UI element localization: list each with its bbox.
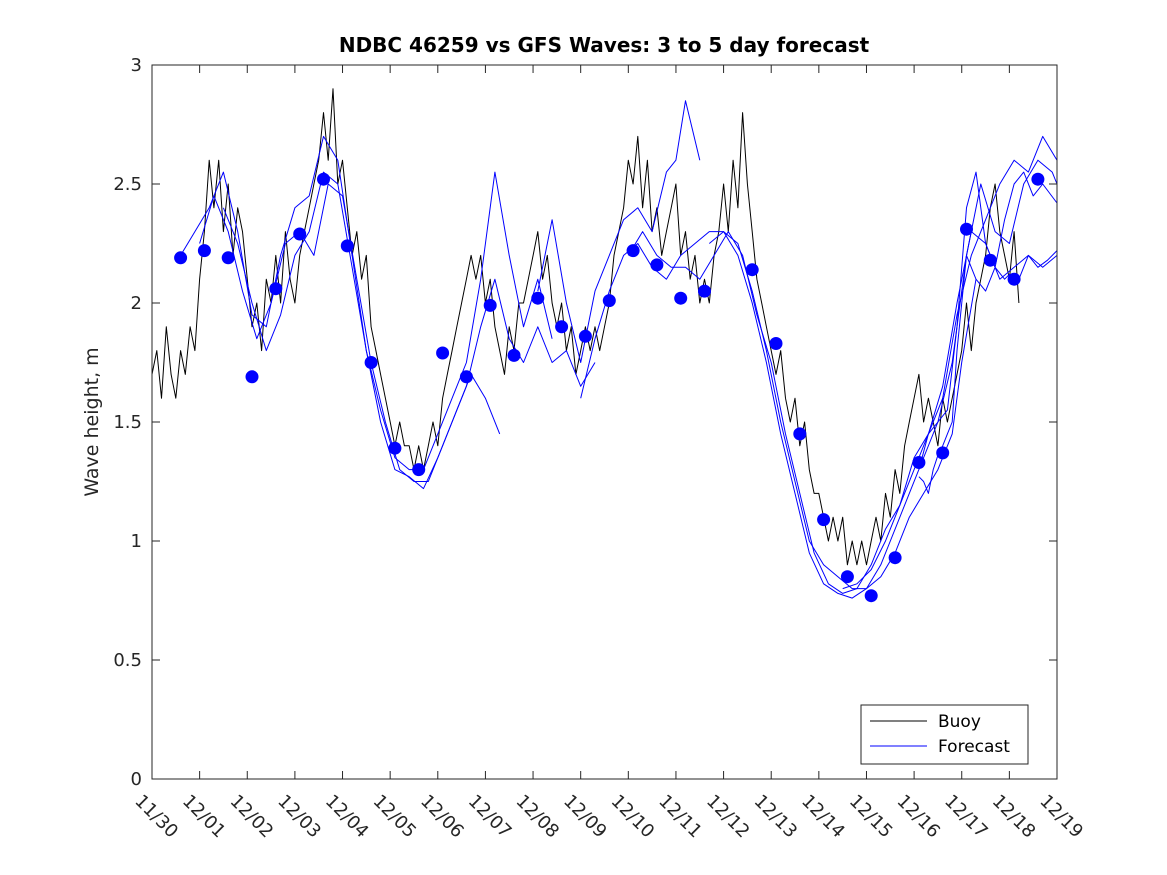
x-tick-label: 12/17 (940, 791, 992, 843)
y-axis-label: Wave height, m (81, 347, 103, 496)
forecast-line-10 (918, 250, 1058, 494)
forecast-marker (912, 456, 926, 469)
forecast-marker (698, 284, 711, 298)
y-axis-ticks: 0 0.5 1 1.5 2 2.5 3 (113, 55, 1057, 790)
x-tick-label: 12/04 (321, 791, 373, 843)
forecast-marker (364, 356, 378, 369)
x-tick-label: 12/15 (845, 791, 897, 843)
forecast-marker (864, 589, 878, 603)
legend-box (860, 704, 1029, 765)
x-tick-label: 12/11 (654, 791, 706, 843)
forecast-marker (340, 239, 354, 253)
forecast-marker (960, 222, 973, 236)
forecast-marker (983, 253, 997, 267)
forecast-marker (388, 441, 402, 455)
forecast-marker (602, 294, 616, 308)
legend: Buoy Forecast (860, 704, 1029, 765)
x-tick-label: 12/10 (607, 791, 659, 843)
forecast-line-8 (842, 135, 1058, 590)
forecast-marker (436, 346, 450, 360)
forecast-marker (174, 251, 188, 265)
forecast-marker (674, 291, 688, 305)
plot-area (152, 65, 1057, 779)
x-tick-label: 11/30 (130, 791, 182, 843)
forecast-line-5 (580, 231, 977, 590)
forecast-marker (531, 291, 545, 305)
x-tick-label: 12/19 (1035, 791, 1087, 843)
x-tick-label: 12/12 (702, 791, 754, 843)
x-tick-label: 12/14 (797, 791, 849, 843)
forecast-marker (769, 337, 783, 350)
forecast-marker (412, 463, 426, 477)
forecast-marker (317, 172, 330, 186)
x-tick-label: 12/18 (988, 791, 1040, 843)
forecast-marker (650, 258, 664, 272)
forecast-marker (483, 298, 497, 312)
y-tick-label: 2 (131, 293, 142, 314)
forecast-line-3 (222, 171, 596, 490)
forecast-marker (1007, 272, 1021, 286)
buoy-line (151, 88, 1020, 566)
forecast-marker (793, 427, 807, 441)
forecast-marker (197, 244, 211, 258)
forecast-marker (888, 551, 902, 565)
buoy-series (151, 88, 1020, 566)
x-tick-label: 12/03 (273, 791, 325, 843)
x-tick-label: 12/01 (178, 791, 230, 843)
x-tick-label: 12/08 (512, 791, 564, 843)
y-tick-label: 3 (131, 55, 142, 76)
forecast-marker (555, 320, 569, 334)
forecast-line-4 (537, 100, 701, 363)
x-tick-label: 12/09 (559, 791, 611, 843)
legend-forecast-label: Forecast (938, 737, 1010, 757)
y-tick-label: 2.5 (113, 174, 142, 195)
forecast-marker (936, 446, 950, 460)
x-tick-label: 12/16 (893, 791, 945, 843)
forecast-marker (1031, 172, 1045, 186)
forecast-marker (745, 263, 759, 277)
forecast-marker (840, 570, 854, 584)
y-tick-label: 0 (131, 769, 142, 790)
x-tick-label: 12/02 (226, 791, 278, 843)
forecast-marker (817, 513, 831, 527)
y-tick-label: 0.5 (113, 650, 142, 671)
y-tick-label: 1.5 (113, 412, 142, 433)
forecast-marker (221, 251, 235, 265)
forecast-marker (245, 370, 259, 384)
forecast-marker (626, 244, 640, 258)
forecast-line-9 (918, 171, 1058, 470)
x-tick-label: 12/07 (464, 791, 516, 843)
forecast-marker (507, 348, 521, 362)
forecast-marker (293, 227, 307, 241)
forecast-marker (269, 282, 283, 296)
forecast-series-group (180, 100, 1058, 599)
y-tick-label: 1 (131, 531, 142, 552)
legend-buoy-label: Buoy (938, 712, 981, 732)
chart-title: NDBC 46259 vs GFS Waves: 3 to 5 day fore… (339, 33, 870, 57)
forecast-markers (174, 172, 1045, 603)
x-tick-label: 12/13 (750, 791, 802, 843)
forecast-marker (578, 329, 592, 343)
x-tick-label: 12/05 (369, 791, 421, 843)
forecast-line-7 (708, 159, 1058, 599)
forecast-marker (459, 370, 473, 384)
x-tick-label: 12/06 (416, 791, 468, 843)
